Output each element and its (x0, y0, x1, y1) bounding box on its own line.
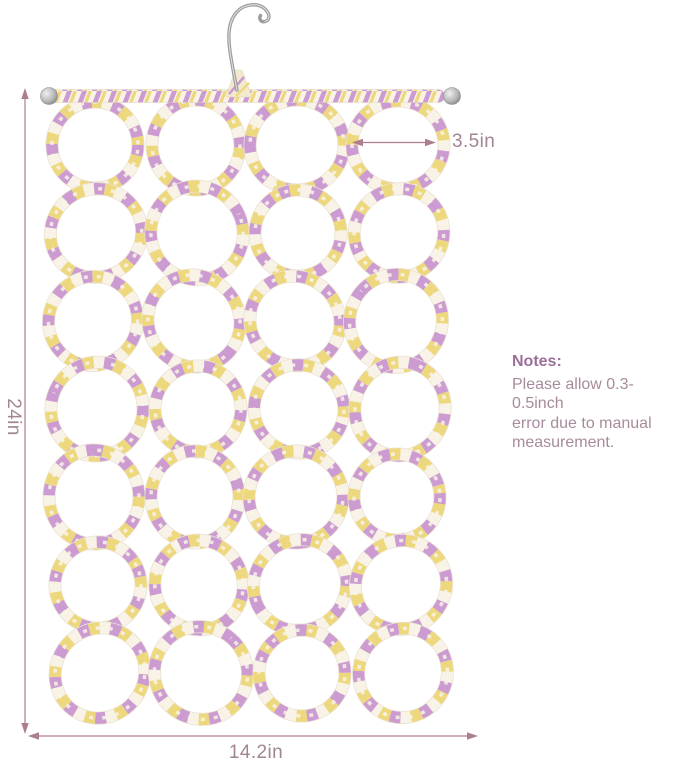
width-dimension-line (28, 732, 478, 740)
rope-ring (48, 621, 152, 725)
rope-ring (42, 269, 144, 373)
rope-ring (252, 623, 352, 723)
rope-ring (248, 183, 348, 283)
notes-title: Notes: (512, 353, 562, 370)
rope-ring (243, 269, 347, 373)
hanger-hook-icon (227, 3, 271, 92)
rope-ring (246, 533, 354, 637)
height-dimension-line (21, 88, 29, 734)
rope-ring (147, 620, 255, 726)
ring-dimension-line (352, 138, 436, 147)
rope-ring (43, 182, 149, 284)
width-dimension-label: 14.2in (228, 742, 284, 763)
ring-dimension-label: 3.5in (452, 131, 496, 152)
rope-ring (243, 93, 351, 197)
notes-line: Please allow 0.3-0.5inch (512, 375, 634, 413)
rope-ring (347, 447, 447, 547)
notes-line: error due to manual (512, 414, 652, 432)
rope-ring (345, 94, 451, 196)
rope-ring (42, 443, 146, 551)
rope-ring (45, 95, 145, 195)
height-dimension-label: 24in (3, 398, 24, 436)
rope-ring (352, 621, 454, 725)
rope-ring (145, 93, 247, 197)
notes-block: Notes: Please allow 0.3-0.5inch error du… (512, 352, 679, 453)
rope-ring (141, 268, 247, 374)
bar-end-cap-left (40, 87, 58, 105)
bar-end-cap-right (443, 87, 461, 105)
rope-ring (242, 444, 350, 550)
hook-rope-wrap (225, 69, 253, 98)
ring-grid (42, 93, 454, 726)
rope-ring (144, 444, 246, 550)
rope-ring (343, 267, 449, 375)
notes-line: measurement. (512, 434, 615, 451)
